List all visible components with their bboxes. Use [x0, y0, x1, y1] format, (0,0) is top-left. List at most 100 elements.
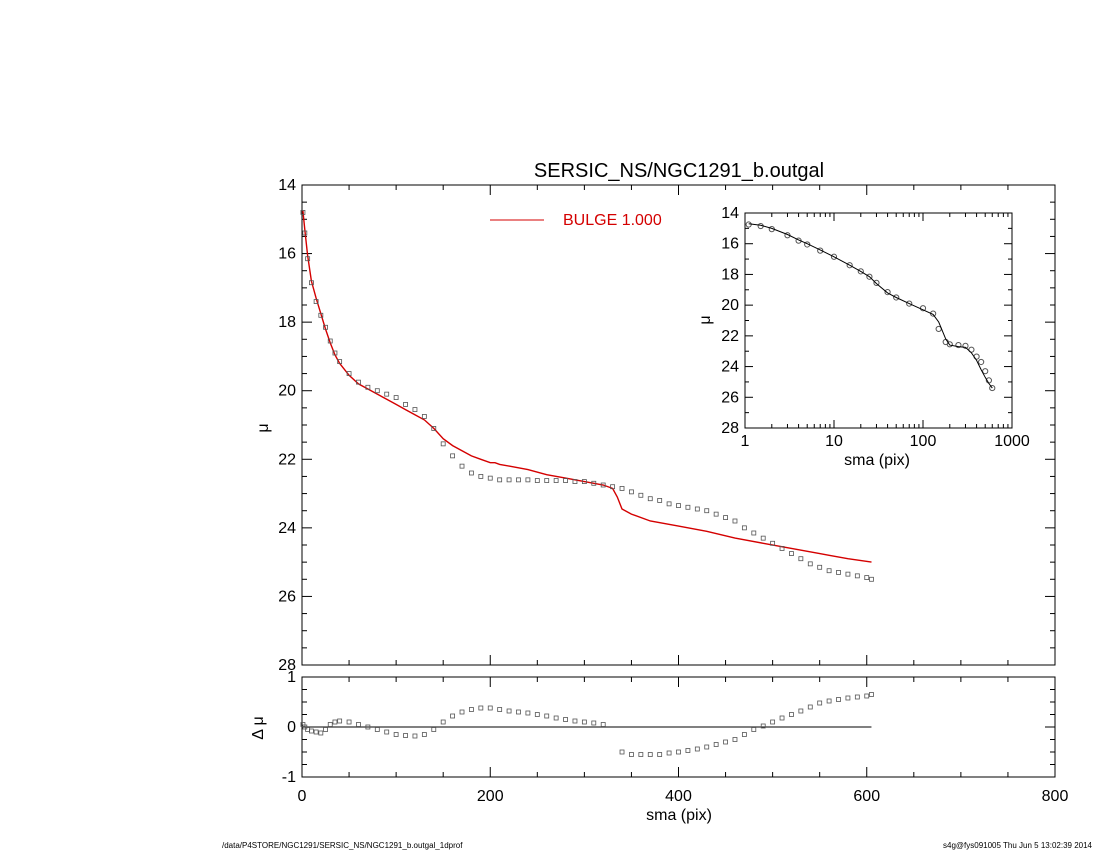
inset-data-point [906, 300, 913, 307]
residual-point [685, 748, 691, 753]
residual-x-tick-label: 200 [477, 788, 504, 805]
residual-point [581, 719, 587, 725]
inset-data-point [857, 268, 864, 275]
residual-x-tick-label: 0 [298, 788, 307, 805]
residual-point [638, 752, 644, 757]
profile-data-point [723, 515, 728, 520]
residual-point [487, 705, 493, 711]
inset-data-point [955, 341, 962, 349]
residual-point [497, 707, 503, 712]
residual-point [869, 692, 874, 697]
residual-markers [300, 692, 874, 757]
profile-data-point [323, 324, 328, 330]
profile-data-point [789, 551, 794, 556]
residual-point [854, 694, 860, 700]
residual-point [798, 708, 804, 714]
residual-point [591, 720, 597, 726]
residual-point [332, 719, 338, 725]
inset-axis-ticks [744, 212, 1013, 429]
inset-data-point [866, 273, 873, 280]
profile-data-point [327, 338, 333, 344]
inset-data-point [893, 294, 900, 301]
residual-point [327, 722, 333, 727]
profile-data-point [497, 477, 503, 483]
inset-x-tick-label: 10 [825, 433, 843, 450]
residual-point [713, 742, 719, 747]
inset-x-tick-labels: 1 10 100 1000 [741, 433, 1030, 450]
residual-y-tick-label: 1 [287, 669, 296, 686]
inset-data-point [873, 279, 880, 286]
profile-data-point [534, 478, 540, 483]
inset-log-plot: 14 16 18 20 22 24 26 28 1 10 100 1000 μ sma (pix) [697, 205, 1030, 469]
inset-data-point [817, 247, 824, 254]
residual-y-tick-label: 0 [287, 719, 296, 736]
profile-data-point [807, 561, 813, 567]
residual-point [374, 727, 380, 732]
profile-data-point [563, 478, 568, 483]
inset-data-point [946, 341, 953, 348]
residual-point [450, 713, 456, 719]
inset-data-point [884, 288, 891, 296]
profile-data-point [516, 477, 521, 483]
main-y-tick-label: 18 [278, 314, 296, 331]
residual-point [789, 712, 794, 717]
residual-plot: 10-1 0 200 400 600 800 Δ μ sma (pix) [250, 669, 1068, 824]
profile-data-point [713, 511, 719, 517]
footer-file-path: /data/P4STORE/NGC1291/SERSIC_NS/NGC1291_… [222, 841, 463, 850]
inset-x-tick-label: 1 [741, 433, 750, 450]
profile-data-point [770, 540, 776, 546]
inset-y-tick-label: 18 [721, 266, 739, 283]
profile-data-point [440, 441, 446, 447]
profile-data-point [384, 391, 390, 397]
profile-data-point [431, 426, 437, 431]
main-axis-ticks [301, 184, 1056, 666]
profile-data-point [346, 371, 352, 376]
profile-data-point [356, 379, 361, 385]
residual-point [384, 729, 390, 735]
profile-data-point [553, 478, 559, 483]
residual-point [525, 710, 531, 716]
residual-point [440, 719, 446, 725]
chart-title: SERSIC_NS/NGC1291_b.outgal [534, 160, 824, 182]
profile-data-point [600, 482, 606, 488]
residual-point [676, 749, 681, 755]
inset-y-axis-label: μ [697, 315, 714, 324]
profile-data-point [403, 402, 408, 407]
profile-data-markers [300, 210, 874, 582]
residual-point [459, 709, 465, 715]
profile-data-point [610, 484, 616, 490]
residual-point [469, 707, 474, 712]
profile-data-point [638, 492, 644, 498]
residual-point [732, 737, 738, 742]
profile-data-point [469, 470, 474, 476]
footer-timestamp: s4g@fys091005 Thu Jun 5 13:02:39 2014 [943, 841, 1093, 850]
residual-point [572, 718, 578, 724]
profile-data-point [760, 535, 766, 541]
profile-data-point [337, 359, 343, 364]
profile-data-point [798, 556, 804, 562]
inset-x-axis-label: sma (pix) [844, 452, 910, 469]
legend: BULGE 1.000 [490, 212, 662, 229]
profile-data-point [657, 498, 663, 503]
profile-data-point [854, 573, 860, 579]
inset-model-line [748, 223, 993, 389]
profile-data-point [836, 570, 841, 575]
profile-data-point [732, 518, 738, 524]
inset-y-tick-label: 16 [721, 236, 739, 253]
residual-point [544, 713, 550, 719]
residual-point [478, 705, 484, 711]
residual-point [337, 718, 343, 724]
residual-point [770, 719, 776, 725]
inset-y-tick-label: 28 [721, 420, 739, 437]
profile-data-point [332, 350, 338, 356]
profile-data-point [313, 299, 319, 304]
profile-data-point [544, 478, 550, 483]
inset-y-tick-label: 20 [721, 297, 739, 314]
residual-point [760, 723, 766, 729]
profile-data-point [869, 576, 874, 582]
inset-profile-curve [748, 223, 993, 389]
residual-point [751, 727, 757, 732]
residual-point [356, 722, 361, 727]
profile-data-point [845, 571, 851, 577]
